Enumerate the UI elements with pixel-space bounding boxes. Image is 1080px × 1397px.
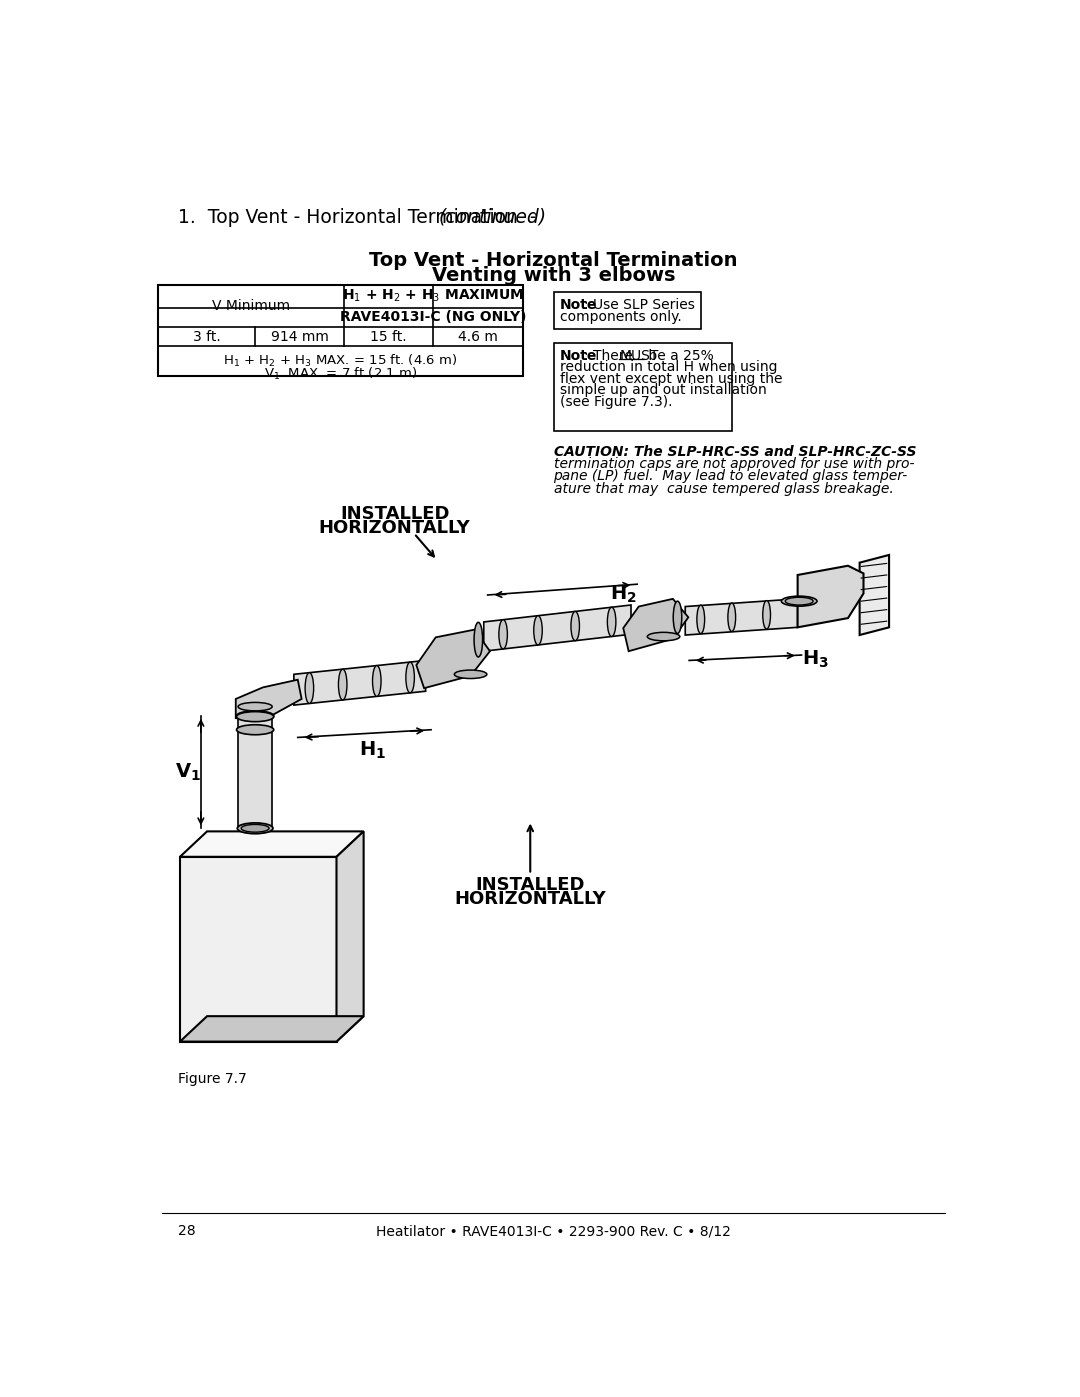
Ellipse shape: [474, 622, 483, 657]
Ellipse shape: [571, 612, 580, 641]
Ellipse shape: [697, 605, 704, 634]
Polygon shape: [685, 599, 798, 636]
Text: (continued): (continued): [438, 208, 546, 226]
Text: 28: 28: [177, 1224, 195, 1238]
Text: Figure 7.7: Figure 7.7: [177, 1073, 246, 1087]
Ellipse shape: [238, 711, 272, 719]
Polygon shape: [416, 630, 490, 689]
Polygon shape: [238, 715, 272, 828]
Text: 914 mm: 914 mm: [271, 330, 328, 344]
Polygon shape: [623, 599, 688, 651]
Polygon shape: [294, 661, 426, 705]
Polygon shape: [235, 680, 301, 718]
Text: INSTALLED: INSTALLED: [475, 876, 585, 894]
Ellipse shape: [673, 601, 681, 633]
Text: $\mathbf{H_3}$: $\mathbf{H_3}$: [802, 648, 829, 671]
Ellipse shape: [238, 703, 272, 711]
Ellipse shape: [241, 824, 269, 833]
Text: $\mathbf{H_2}$: $\mathbf{H_2}$: [610, 584, 637, 605]
Text: Note: Note: [559, 298, 597, 312]
Text: 3 ft.: 3 ft.: [193, 330, 220, 344]
Text: ature that may  cause tempered glass breakage.: ature that may cause tempered glass brea…: [554, 482, 893, 496]
Polygon shape: [180, 1016, 364, 1042]
Text: 4.6 m: 4.6 m: [458, 330, 498, 344]
Text: components only.: components only.: [559, 310, 681, 324]
Text: INSTALLED: INSTALLED: [340, 504, 449, 522]
Text: Note: Note: [559, 349, 597, 363]
Text: V$_1$  MAX. = 7 ft (2.1 m): V$_1$ MAX. = 7 ft (2.1 m): [264, 366, 417, 383]
Text: 15 ft.: 15 ft.: [370, 330, 407, 344]
Text: H$_1$ + H$_2$ + H$_3$ MAXIMUM: H$_1$ + H$_2$ + H$_3$ MAXIMUM: [342, 288, 525, 305]
Ellipse shape: [237, 711, 273, 721]
Text: flex vent except when using the: flex vent except when using the: [559, 372, 782, 386]
Ellipse shape: [607, 608, 616, 637]
Polygon shape: [180, 831, 364, 856]
Ellipse shape: [762, 601, 770, 629]
Text: simple up and out installation: simple up and out installation: [559, 383, 767, 397]
Ellipse shape: [785, 598, 813, 605]
Text: be a 25%: be a 25%: [644, 349, 714, 363]
Bar: [554, 292, 701, 330]
Bar: [159, 285, 523, 376]
Ellipse shape: [238, 823, 273, 834]
Polygon shape: [337, 831, 364, 1042]
Text: HORIZONTALLY: HORIZONTALLY: [455, 890, 606, 908]
Ellipse shape: [499, 620, 508, 650]
Text: $\mathbf{H_1}$: $\mathbf{H_1}$: [360, 740, 387, 761]
Polygon shape: [484, 605, 631, 651]
Text: (see Figure 7.3).: (see Figure 7.3).: [559, 395, 672, 409]
Ellipse shape: [455, 671, 487, 679]
Ellipse shape: [534, 616, 542, 645]
Ellipse shape: [728, 604, 735, 631]
Bar: [554, 344, 732, 432]
Text: MUST: MUST: [619, 349, 659, 363]
Ellipse shape: [647, 633, 679, 641]
Text: CAUTION: The SLP-HRC-SS and SLP-HRC-ZC-SS: CAUTION: The SLP-HRC-SS and SLP-HRC-ZC-S…: [554, 444, 916, 458]
Ellipse shape: [338, 669, 347, 700]
Ellipse shape: [237, 725, 273, 735]
Text: : There: : There: [584, 349, 637, 363]
Text: Top Vent - Horizontal Termination: Top Vent - Horizontal Termination: [369, 251, 738, 270]
Polygon shape: [798, 566, 864, 627]
Text: RAVE4013I-C (NG ONLY): RAVE4013I-C (NG ONLY): [340, 310, 527, 324]
Text: H$_1$ + H$_2$ + H$_3$ MAX. = 15 ft. (4.6 m): H$_1$ + H$_2$ + H$_3$ MAX. = 15 ft. (4.6…: [224, 353, 458, 369]
Polygon shape: [180, 856, 337, 1042]
Ellipse shape: [373, 665, 381, 696]
Text: : Use SLP Series: : Use SLP Series: [584, 298, 696, 312]
Text: termination caps are not approved for use with pro-: termination caps are not approved for us…: [554, 457, 914, 471]
Text: V Minimum: V Minimum: [212, 299, 291, 313]
Text: reduction in total H when using: reduction in total H when using: [559, 360, 778, 374]
Ellipse shape: [781, 597, 816, 606]
Ellipse shape: [406, 662, 415, 693]
Text: pane (LP) fuel.  May lead to elevated glass temper-: pane (LP) fuel. May lead to elevated gla…: [554, 469, 908, 483]
Ellipse shape: [237, 711, 273, 722]
Text: $\mathbf{V_1}$: $\mathbf{V_1}$: [175, 761, 201, 782]
Ellipse shape: [306, 673, 313, 704]
Text: 1.  Top Vent - Horizontal Termination  -: 1. Top Vent - Horizontal Termination -: [177, 208, 542, 226]
Text: HORIZONTALLY: HORIZONTALLY: [319, 518, 471, 536]
Text: Heatilator • RAVE4013I-C • 2293-900 Rev. C • 8/12: Heatilator • RAVE4013I-C • 2293-900 Rev.…: [376, 1224, 731, 1238]
Polygon shape: [860, 555, 889, 636]
Text: Venting with 3 elbows: Venting with 3 elbows: [432, 267, 675, 285]
